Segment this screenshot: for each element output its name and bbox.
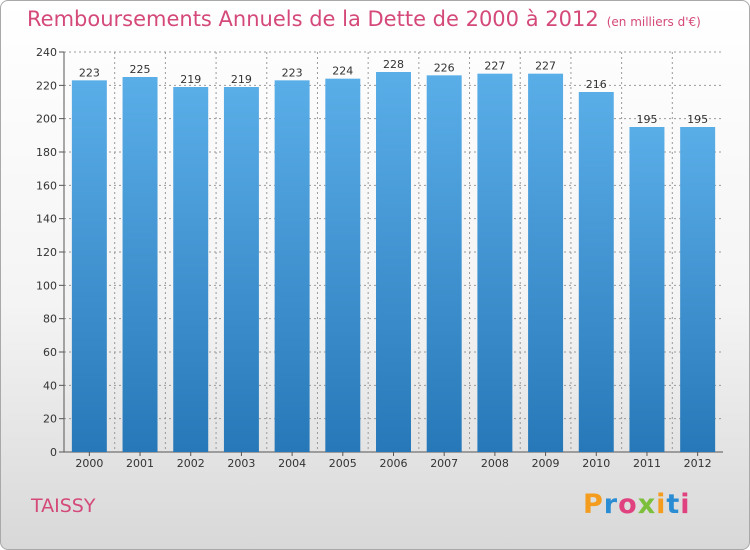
logo-letter: r — [603, 489, 619, 520]
y-tick-label: 200 — [36, 113, 57, 126]
bar-value-label: 226 — [434, 61, 455, 74]
logo-letter: P — [583, 489, 604, 520]
bar — [528, 73, 564, 453]
bar-value-label: 195 — [636, 113, 657, 126]
y-tick-label: 20 — [43, 413, 57, 426]
bar-value-label: 219 — [180, 73, 201, 86]
proxiti-logo: Proxiti — [583, 489, 691, 520]
y-tick-label: 160 — [36, 179, 57, 192]
y-tick-label: 80 — [43, 313, 57, 326]
unit-note: (en milliers d'€) — [606, 15, 701, 29]
bar — [578, 92, 614, 452]
bar — [223, 87, 259, 452]
x-tick-label: 2001 — [126, 457, 154, 470]
y-tick-label: 240 — [36, 46, 57, 59]
y-tick-label: 140 — [36, 213, 57, 226]
y-tick-label: 100 — [36, 279, 57, 292]
x-tick-label: 2002 — [177, 457, 205, 470]
grid-lines — [64, 51, 723, 452]
x-tick-label: 2009 — [532, 457, 560, 470]
logo-letter: i — [656, 489, 667, 520]
bar — [629, 127, 665, 452]
bar — [173, 87, 209, 452]
y-tick-label: 220 — [36, 79, 57, 92]
bar-chart: 0 20 40 60 80 100 120 140 160 180 200 220 240 2000 200… — [36, 46, 723, 470]
bar-value-label: 227 — [484, 60, 505, 73]
x-tick-label: 2004 — [278, 457, 306, 470]
axes: 0 20 40 60 80 100 120 140 160 180 200 220 240 2000 200… — [36, 46, 723, 470]
bar-value-label: 223 — [282, 66, 303, 79]
x-tick-label: 2000 — [75, 457, 103, 470]
bar — [477, 73, 513, 453]
logo-letter: o — [618, 489, 638, 520]
bar-value-label: 227 — [535, 60, 556, 73]
bar-value-label: 225 — [130, 63, 151, 76]
title-text: Remboursements Annuels de la Dette de 20… — [27, 7, 599, 31]
y-tick-label: 0 — [50, 446, 57, 459]
y-tick-label: 120 — [36, 246, 57, 259]
x-tick-label: 2011 — [633, 457, 661, 470]
x-tick-label: 2006 — [380, 457, 408, 470]
bar — [376, 72, 411, 452]
bar — [680, 127, 716, 452]
y-tick-label: 180 — [36, 146, 57, 159]
data-labels: 223 225 219 219 223 224 228 226 227 227 216 195 195 — [79, 58, 708, 126]
logo-letter: x — [637, 489, 657, 520]
x-tick-label: 2007 — [430, 457, 458, 470]
bar-value-label: 216 — [586, 78, 607, 91]
bar-value-label: 195 — [687, 113, 708, 126]
logo-letter: t — [666, 489, 681, 520]
bar-value-label: 219 — [231, 73, 252, 86]
x-tick-label: 2005 — [329, 457, 357, 470]
x-tick-label: 2003 — [227, 457, 255, 470]
bar — [274, 80, 310, 452]
bar-value-label: 228 — [383, 58, 404, 71]
x-tick-label: 2008 — [481, 457, 509, 470]
chart-title: Remboursements Annuels de la Dette de 20… — [27, 7, 701, 31]
y-tick-label: 60 — [43, 346, 57, 359]
bar — [122, 77, 158, 452]
bar-value-label: 224 — [332, 65, 353, 78]
bar-value-label: 223 — [79, 66, 100, 79]
x-tick-label: 2010 — [582, 457, 610, 470]
logo-letter: i — [680, 489, 691, 520]
bar — [325, 78, 361, 453]
x-tick-label: 2012 — [684, 457, 712, 470]
y-tick-label: 40 — [43, 379, 57, 392]
bar — [71, 80, 107, 452]
bars — [71, 72, 716, 453]
commune-name: TAISSY — [31, 495, 96, 517]
bar — [426, 75, 462, 452]
